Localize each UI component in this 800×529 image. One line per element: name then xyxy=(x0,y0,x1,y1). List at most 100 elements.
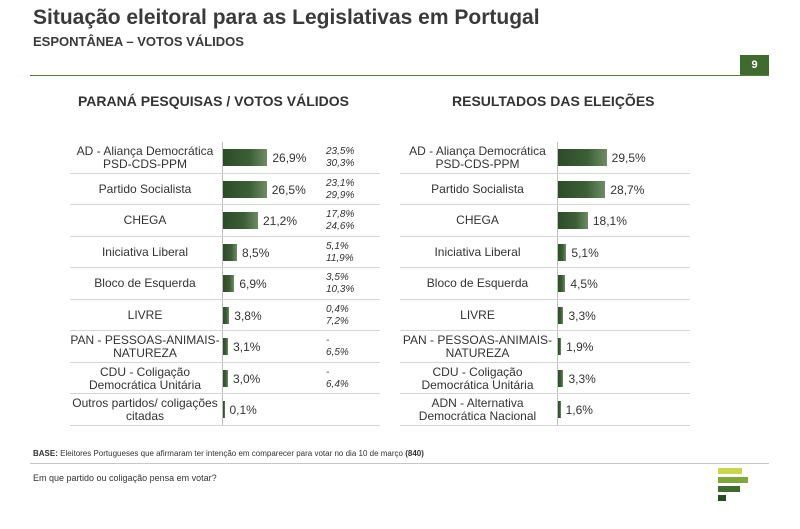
chart-title: PARANÁ PESQUISAS / VOTOS VÁLIDOS xyxy=(78,93,349,109)
value-label: 3,0% xyxy=(232,371,261,386)
bar xyxy=(223,401,225,418)
range-low: 17,8% xyxy=(326,209,355,220)
range-high: 7,2% xyxy=(326,315,349,327)
bar xyxy=(558,369,564,387)
category-label: CDU - Coligação Democrática Unitária xyxy=(421,364,534,392)
bar xyxy=(558,212,588,229)
bar xyxy=(223,275,235,292)
row-divider xyxy=(400,361,690,363)
chart-title: RESULTADOS DAS ELEIÇÕES xyxy=(452,93,655,109)
range-low: - xyxy=(326,366,330,378)
value-label: 28,7% xyxy=(610,182,645,197)
survey-question: Em que partido ou coligação pensa em vot… xyxy=(33,473,217,483)
confidence-range: -6,5% xyxy=(326,335,349,359)
value-label: 1,6% xyxy=(565,403,593,417)
row-divider xyxy=(70,204,380,205)
footer-divider xyxy=(30,463,769,464)
bar xyxy=(558,401,561,418)
value-label: 3,8% xyxy=(234,308,262,323)
row-divider xyxy=(70,330,380,331)
brand-logo xyxy=(718,468,748,501)
row-divider xyxy=(70,361,380,363)
category-label: CHEGA xyxy=(456,213,499,227)
category-label: PAN - PESSOAS-ANIMAIS-NATUREZA xyxy=(70,333,220,360)
value-label: 1,9% xyxy=(566,340,594,354)
range-high: 10,3% xyxy=(326,284,355,295)
range-high: 11,9% xyxy=(326,252,354,264)
category-label: LIVRE xyxy=(127,307,163,322)
confidence-range: 23,1% 29,9% xyxy=(326,178,354,202)
bar xyxy=(223,212,258,229)
value-label: 3,3% xyxy=(568,308,596,323)
confidence-range: -6,4% xyxy=(326,367,349,391)
value-label: 29,5% xyxy=(611,151,646,165)
row-divider xyxy=(70,235,380,237)
value-label: 0,1% xyxy=(229,403,257,417)
base-n: (840) xyxy=(405,449,424,458)
category-label: CDU - Coligação Democrática Unitária xyxy=(88,364,202,392)
range-low: 5,1% xyxy=(326,240,349,252)
category-label: PAN - PESSOAS-ANIMAIS-NATUREZA xyxy=(402,333,553,360)
range-high: 29,9% xyxy=(326,189,355,201)
chart-axis-line xyxy=(222,142,223,426)
header-divider xyxy=(30,75,769,76)
page-title: Situação eleitoral para as Legislativas … xyxy=(33,6,540,29)
bar xyxy=(558,243,567,261)
value-label: 26,5% xyxy=(271,182,306,197)
value-label: 6,9% xyxy=(239,277,267,291)
bar xyxy=(223,338,229,355)
category-label: Iniciativa Liberal xyxy=(434,244,521,259)
bar xyxy=(223,306,230,324)
bar xyxy=(223,369,228,387)
value-label: 18,1% xyxy=(592,214,627,228)
range-low: - xyxy=(326,335,330,346)
bar xyxy=(558,306,564,324)
bar xyxy=(558,180,606,198)
row-divider xyxy=(400,330,690,331)
range-low: 23,1% xyxy=(326,177,355,189)
category-label: Outros partidos/ coligações citadas xyxy=(72,396,218,423)
row-divider xyxy=(70,424,380,426)
value-label: 5,1% xyxy=(571,245,599,260)
confidence-range: 17,8% 24,6% xyxy=(326,209,354,233)
value-label: 3,3% xyxy=(568,371,596,386)
range-high: 24,6% xyxy=(326,221,355,232)
category-label: ADN - Alternativa Democrática Nacional xyxy=(418,396,537,423)
row-divider xyxy=(400,298,690,300)
base-text: Eleitores Portugueses que afirmaram ter … xyxy=(60,449,403,458)
base-note: BASE: Eleitores Portugueses que afirmara… xyxy=(33,449,424,458)
bar xyxy=(558,338,562,355)
category-label: AD - Aliança Democrática PSD-CDS-PPM xyxy=(409,144,546,171)
category-label: Bloco de Esquerda xyxy=(426,276,529,290)
page-subtitle: ESPONTÂNEA – VOTOS VÁLIDOS xyxy=(33,34,244,49)
confidence-range: 5,1% 11,9% xyxy=(326,241,354,265)
category-label: CHEGA xyxy=(123,213,167,227)
row-divider xyxy=(70,172,380,174)
page-number-badge: 9 xyxy=(740,55,769,75)
row-divider xyxy=(400,204,690,205)
chart-axis-line xyxy=(557,142,558,426)
category-label: Iniciativa Liberal xyxy=(101,244,189,259)
row-divider xyxy=(400,172,690,174)
confidence-range: 3,5% 10,3% xyxy=(326,272,354,296)
bar xyxy=(558,275,566,292)
range-low: 23,5% xyxy=(326,146,355,157)
bar xyxy=(223,243,238,261)
bar xyxy=(223,180,267,198)
range-low: 0,4% xyxy=(326,303,349,315)
value-label: 4,5% xyxy=(570,277,598,291)
value-label: 3,1% xyxy=(233,340,261,354)
bar xyxy=(558,149,607,166)
value-label: 26,9% xyxy=(272,151,307,165)
category-label: LIVRE xyxy=(460,307,495,322)
category-label: Bloco de Esquerda xyxy=(94,276,196,290)
row-divider xyxy=(400,424,690,426)
range-high: 30,3% xyxy=(326,158,355,169)
category-label: Partido Socialista xyxy=(98,181,192,196)
confidence-range: 23,5% 30,3% xyxy=(326,146,354,170)
base-label: BASE: xyxy=(33,449,58,458)
range-low: 3,5% xyxy=(326,272,349,283)
row-divider xyxy=(400,267,690,268)
value-label: 8,5% xyxy=(242,245,270,260)
value-label: 21,2% xyxy=(262,214,297,228)
